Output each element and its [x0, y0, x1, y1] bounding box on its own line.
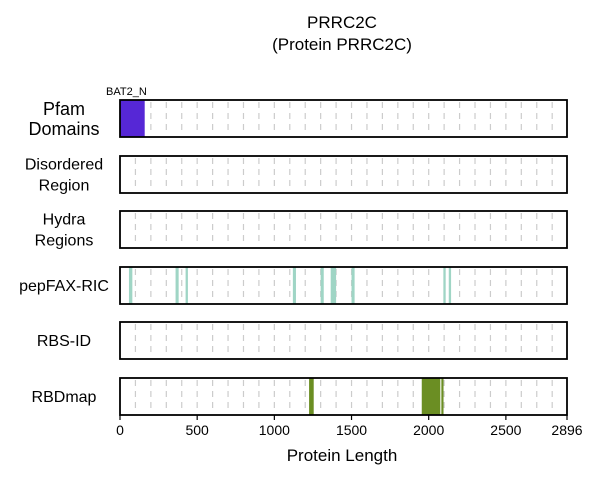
track-frame: [119, 210, 568, 249]
x-tick-label: 500: [185, 422, 209, 438]
x-axis: 0 500 1000 1500 2000 2500 2896: [116, 415, 583, 438]
segment-bar: [330, 267, 337, 304]
x-tick-label: 1000: [259, 422, 290, 438]
segment-bar: [448, 267, 452, 304]
x-tick-label: 1500: [336, 422, 367, 438]
track-2: Hydra Regions: [35, 210, 568, 250]
x-tick-label: 2500: [490, 422, 521, 438]
track-label: RBS-ID: [37, 333, 91, 350]
track-label: Disordered: [25, 157, 103, 174]
track-3: pepFAX-RIC: [19, 266, 568, 305]
x-tick-label: 2896: [551, 422, 582, 438]
track-label: Domains: [28, 119, 99, 139]
chart-title: PRRC2C: [307, 13, 377, 32]
segment-bar: [185, 267, 188, 304]
track-frame: [119, 377, 568, 416]
segment-bar: [351, 267, 355, 304]
x-tick-label: 2000: [413, 422, 444, 438]
segment-bar: [309, 378, 314, 415]
track-4: RBS-ID: [37, 321, 568, 360]
segment-label: BAT2_N: [106, 86, 147, 98]
track-label: RBDmap: [32, 389, 97, 406]
segment-bar: [441, 378, 444, 415]
track-1: Disordered Region: [25, 155, 568, 195]
track-5: RBDmap: [32, 377, 568, 416]
segment-bar: [120, 100, 145, 137]
track-frame: [119, 321, 568, 360]
track-label: Hydra: [43, 212, 86, 229]
track-label: Pfam: [43, 99, 85, 119]
segment-bar: [443, 267, 446, 304]
segment-bar: [320, 267, 324, 304]
track-frame: [119, 155, 568, 194]
chart-subtitle: (Protein PRRC2C): [272, 35, 412, 54]
track-label: pepFAX-RIC: [19, 278, 109, 295]
track-label: Region: [39, 178, 90, 195]
segment-bar: [421, 378, 441, 415]
x-tick-label: 0: [116, 422, 124, 438]
segment-bar: [292, 267, 296, 304]
track-label: Regions: [35, 233, 94, 250]
track-frame: [119, 266, 568, 305]
segment-bar: [175, 267, 179, 304]
x-axis-label: Protein Length: [287, 446, 398, 465]
track-frame: [119, 99, 568, 138]
segment-bar: [128, 267, 133, 304]
